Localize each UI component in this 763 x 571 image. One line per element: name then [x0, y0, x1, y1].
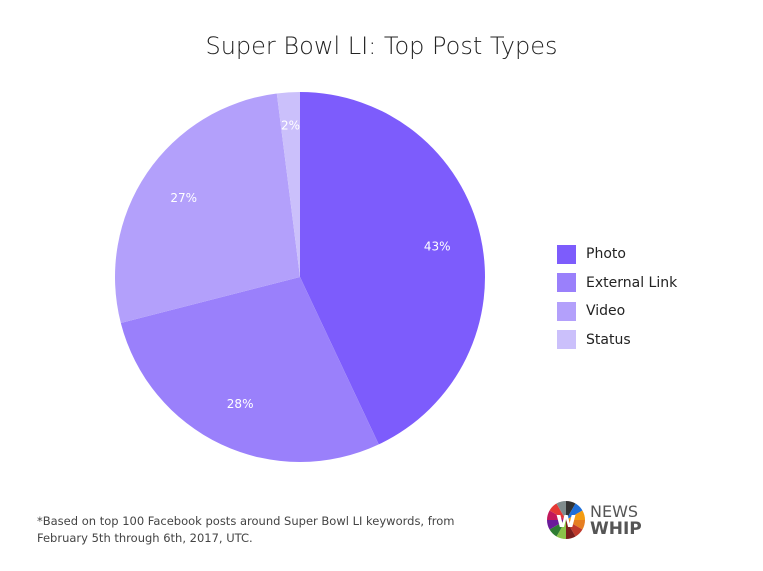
logo-whip: WHIP [590, 518, 642, 539]
legend-swatch [557, 330, 576, 350]
logo-wheel-icon: w [547, 501, 585, 539]
svg-text:w: w [556, 508, 576, 533]
legend-label: Video [586, 303, 626, 320]
pie-slice-external-link [120, 277, 379, 463]
legend-label: Status [586, 331, 631, 348]
chart-title: Super Bowl LI: Top Post Types [205, 32, 558, 60]
data-label: 28% [227, 397, 254, 411]
legend-label: External Link [586, 274, 678, 291]
footnote: *Based on top 100 Facebook posts around … [37, 514, 455, 545]
legend-item: Photo [557, 240, 677, 269]
data-label: 27% [170, 191, 197, 205]
logo-news: NEWS [590, 501, 639, 521]
legend-swatch [557, 301, 576, 321]
pie-slice-photo [300, 92, 486, 445]
legend-item: External Link [557, 269, 677, 298]
pie-slice-status [276, 92, 300, 277]
legend-item: Status [557, 326, 677, 355]
data-label: 43% [424, 239, 451, 253]
legend-swatch [557, 273, 576, 293]
legend-swatch [557, 244, 576, 264]
data-label: 2% [281, 119, 300, 133]
legend-label: Photo [586, 246, 626, 263]
pie-slice-video [114, 93, 300, 324]
legend-item: Video [557, 297, 677, 326]
newswhip-logo: w NEWS WHIP [546, 500, 642, 540]
legend: Photo External Link Video Status [557, 240, 677, 354]
